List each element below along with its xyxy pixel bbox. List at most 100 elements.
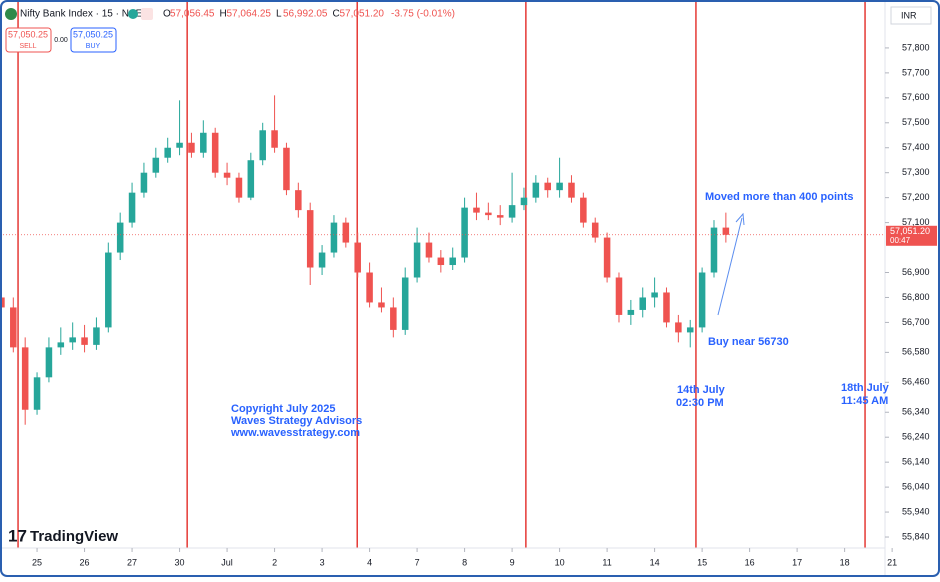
candle-body [57,342,65,348]
candle-body [235,177,243,198]
sell-button[interactable] [5,27,52,53]
candle-body [164,147,171,158]
flag [141,8,153,20]
x-tick-label: 2 [272,557,277,567]
annotation: 11:45 AM [841,395,888,407]
buy-button[interactable] [70,27,117,53]
candle-body [354,242,361,273]
x-tick-label: 8 [462,557,467,567]
x-tick-label: 17 [792,557,802,567]
candle-body [508,205,516,218]
annotation: Waves Strategy Advisors [231,415,362,427]
annotation: Copyright July 2025 [231,403,336,415]
buy-label: BUY [86,43,101,50]
brand: TradingView [30,528,118,545]
x-tick-label: 7 [415,557,420,567]
candle-body [722,227,730,235]
candle-body [413,242,421,278]
candle-body [200,132,207,153]
x-tick-label: 10 [555,557,565,567]
x-tick-label: 25 [32,557,42,567]
candle-body [496,215,504,218]
candle-body [401,277,409,330]
y-tick-label: 55,940 [902,506,930,516]
candle-body [663,292,670,323]
annotation: www.wavesstrategy.com [230,427,360,439]
candle-body [710,227,718,273]
candle-body [378,302,385,308]
x-tick-label: 27 [127,557,137,567]
y-tick-label: 56,240 [902,432,930,442]
arrow [717,217,743,316]
x-tick-label: 26 [80,557,90,567]
x-tick-label: 14 [650,557,660,567]
candle-body [580,197,587,223]
candle-body [116,222,124,253]
y-tick-label: 57,400 [902,142,930,152]
ohlc-header: O 57,056.45 H 57,064.25 L 56,992.05 C 57,051.20 [163,9,384,20]
y-tick-label: 56,460 [902,377,930,387]
y-tick-label: 56,700 [902,317,930,327]
candle-body [366,272,373,303]
ohlc-value: 56,992.05 [283,9,328,20]
candle-body [675,322,682,333]
ohlc-value: 57,064.25 [227,9,272,20]
y-tick-label: 56,040 [902,481,930,491]
arrow-head [735,212,745,226]
countdown: 00:47 [890,236,911,245]
candle-body [342,222,350,243]
x-tick-label: 30 [175,557,185,567]
candle-body [0,297,5,308]
annotation: Buy near 56730 [708,336,789,348]
candle-body [461,207,468,258]
candle-body [318,252,326,268]
candle-body [10,307,17,348]
last-price: 57,051.20 [890,226,930,236]
candle-body [93,327,100,345]
currency-box[interactable] [890,6,932,25]
candle-body [473,207,480,213]
candle-body [259,130,266,161]
candle-body [425,242,433,258]
spread: 0.00 [54,37,68,44]
candle-body [556,182,563,191]
annotation: 14th July [677,384,726,396]
candle-body [176,142,183,148]
candle-body [21,347,29,410]
candle-body [639,297,646,310]
currency: INR [901,10,917,20]
candle-body [698,272,706,328]
candle-body [271,130,278,148]
candle-body [33,377,41,410]
candle-body [330,222,338,253]
buy-price: 57,050.25 [73,29,113,39]
candle-body [437,257,445,266]
candle-body [152,157,160,173]
y-tick-label: 56,580 [902,347,930,357]
y-tick-label: 57,800 [902,42,930,52]
symbol-icon [5,8,17,20]
y-tick-label: 57,700 [902,67,930,77]
ohlc-label: L [276,9,282,20]
candle-body [45,347,53,378]
ohlc-label: C [333,9,340,20]
x-tick-label: 3 [320,557,325,567]
y-tick-label: 56,340 [902,407,930,417]
y-tick-label: 55,840 [902,531,930,541]
annotation: 02:30 PM [676,397,724,409]
ohlc-label: O [163,9,171,20]
candle-body [449,257,456,266]
ohlc-value: 57,051.20 [340,9,385,20]
candle-body [568,182,575,198]
candle-body [211,132,219,173]
candle-body [627,309,635,315]
sell-price: 57,050.25 [8,29,48,39]
candle-body [544,182,551,191]
candle-body [591,222,599,238]
sell-label: SELL [19,43,36,50]
x-tick-label: 11 [602,557,611,567]
x-tick-label: 21 [887,557,897,567]
candle-body [390,307,397,330]
